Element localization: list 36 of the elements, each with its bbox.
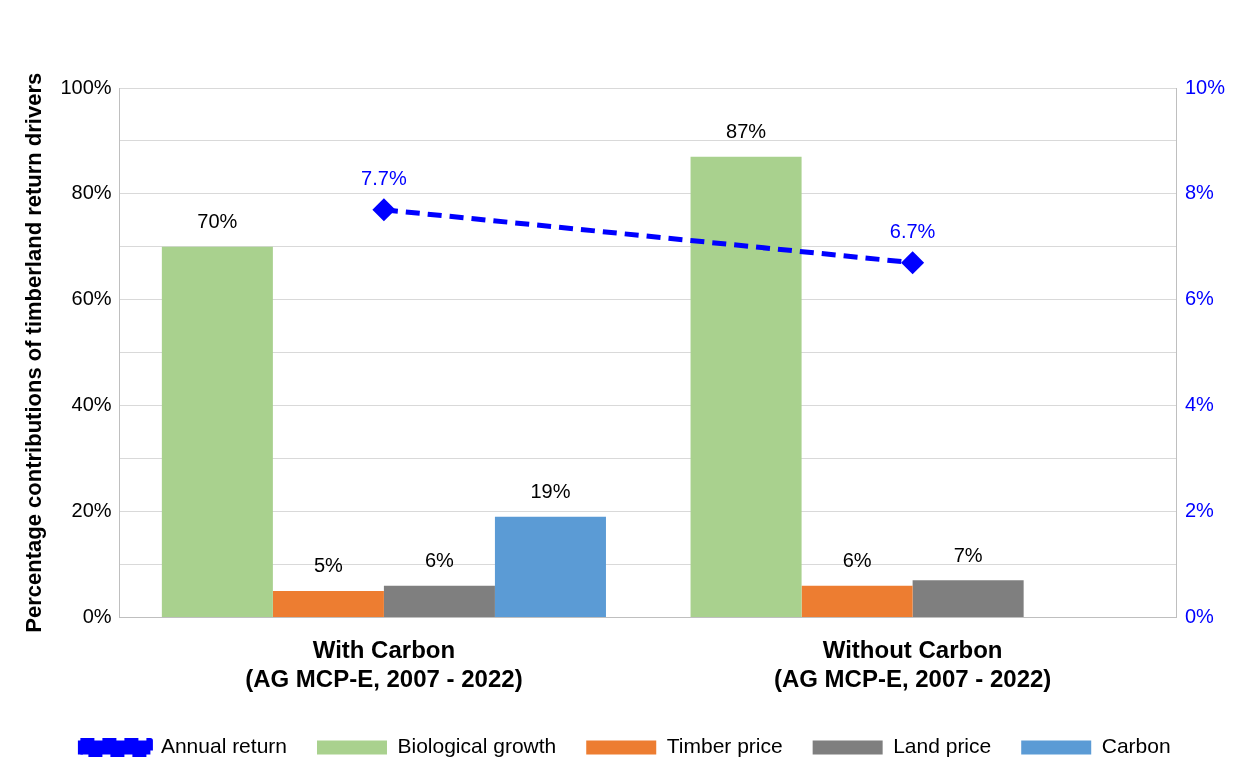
legend-label: Biological growth — [397, 734, 557, 758]
x-tick-label: Without Carbon (AG MCP-E, 2007 - 2022) — [773, 636, 1052, 693]
y2-tick-label: 6% — [1184, 287, 1215, 310]
data-label: 87% — [726, 120, 767, 143]
data-label: 6.7% — [889, 220, 936, 243]
data-label: 70% — [197, 210, 238, 233]
y2-tick-label: 0% — [1184, 604, 1215, 627]
legend-label: Land price — [893, 734, 992, 758]
y-tick-label: 0% — [82, 604, 112, 627]
legend-label: Annual return — [160, 734, 287, 758]
data-label: 6% — [842, 549, 872, 572]
bar — [912, 580, 1024, 617]
y2-tick-label: 2% — [1184, 499, 1215, 522]
y-tick-label: 20% — [71, 499, 112, 522]
bar — [383, 585, 495, 617]
bar — [161, 246, 273, 617]
data-label: 5% — [313, 554, 344, 577]
data-label: 19% — [530, 480, 571, 503]
y-axis-title: Percentage contributions of timberland return drivers — [21, 72, 47, 633]
x-tick-label: With Carbon (AG MCP-E, 2007 - 2022) — [245, 636, 523, 693]
bar — [272, 590, 384, 617]
data-label: 6% — [424, 549, 455, 572]
bar — [494, 516, 606, 617]
y-tick-label: 100% — [60, 75, 112, 98]
legend-label: Carbon — [1101, 734, 1171, 758]
bar — [690, 156, 802, 617]
y2-tick-label: 4% — [1184, 393, 1215, 416]
y2-tick-label: 10% — [1184, 75, 1226, 98]
legend-label: Timber price — [666, 734, 783, 758]
y-tick-label: 40% — [71, 393, 112, 416]
y-tick-label: 80% — [71, 181, 112, 204]
data-label: 7.7% — [361, 167, 407, 190]
data-label: 7% — [953, 543, 983, 566]
y2-tick-label: 8% — [1184, 181, 1215, 204]
bar — [801, 585, 913, 617]
y-tick-label: 60% — [71, 287, 112, 310]
